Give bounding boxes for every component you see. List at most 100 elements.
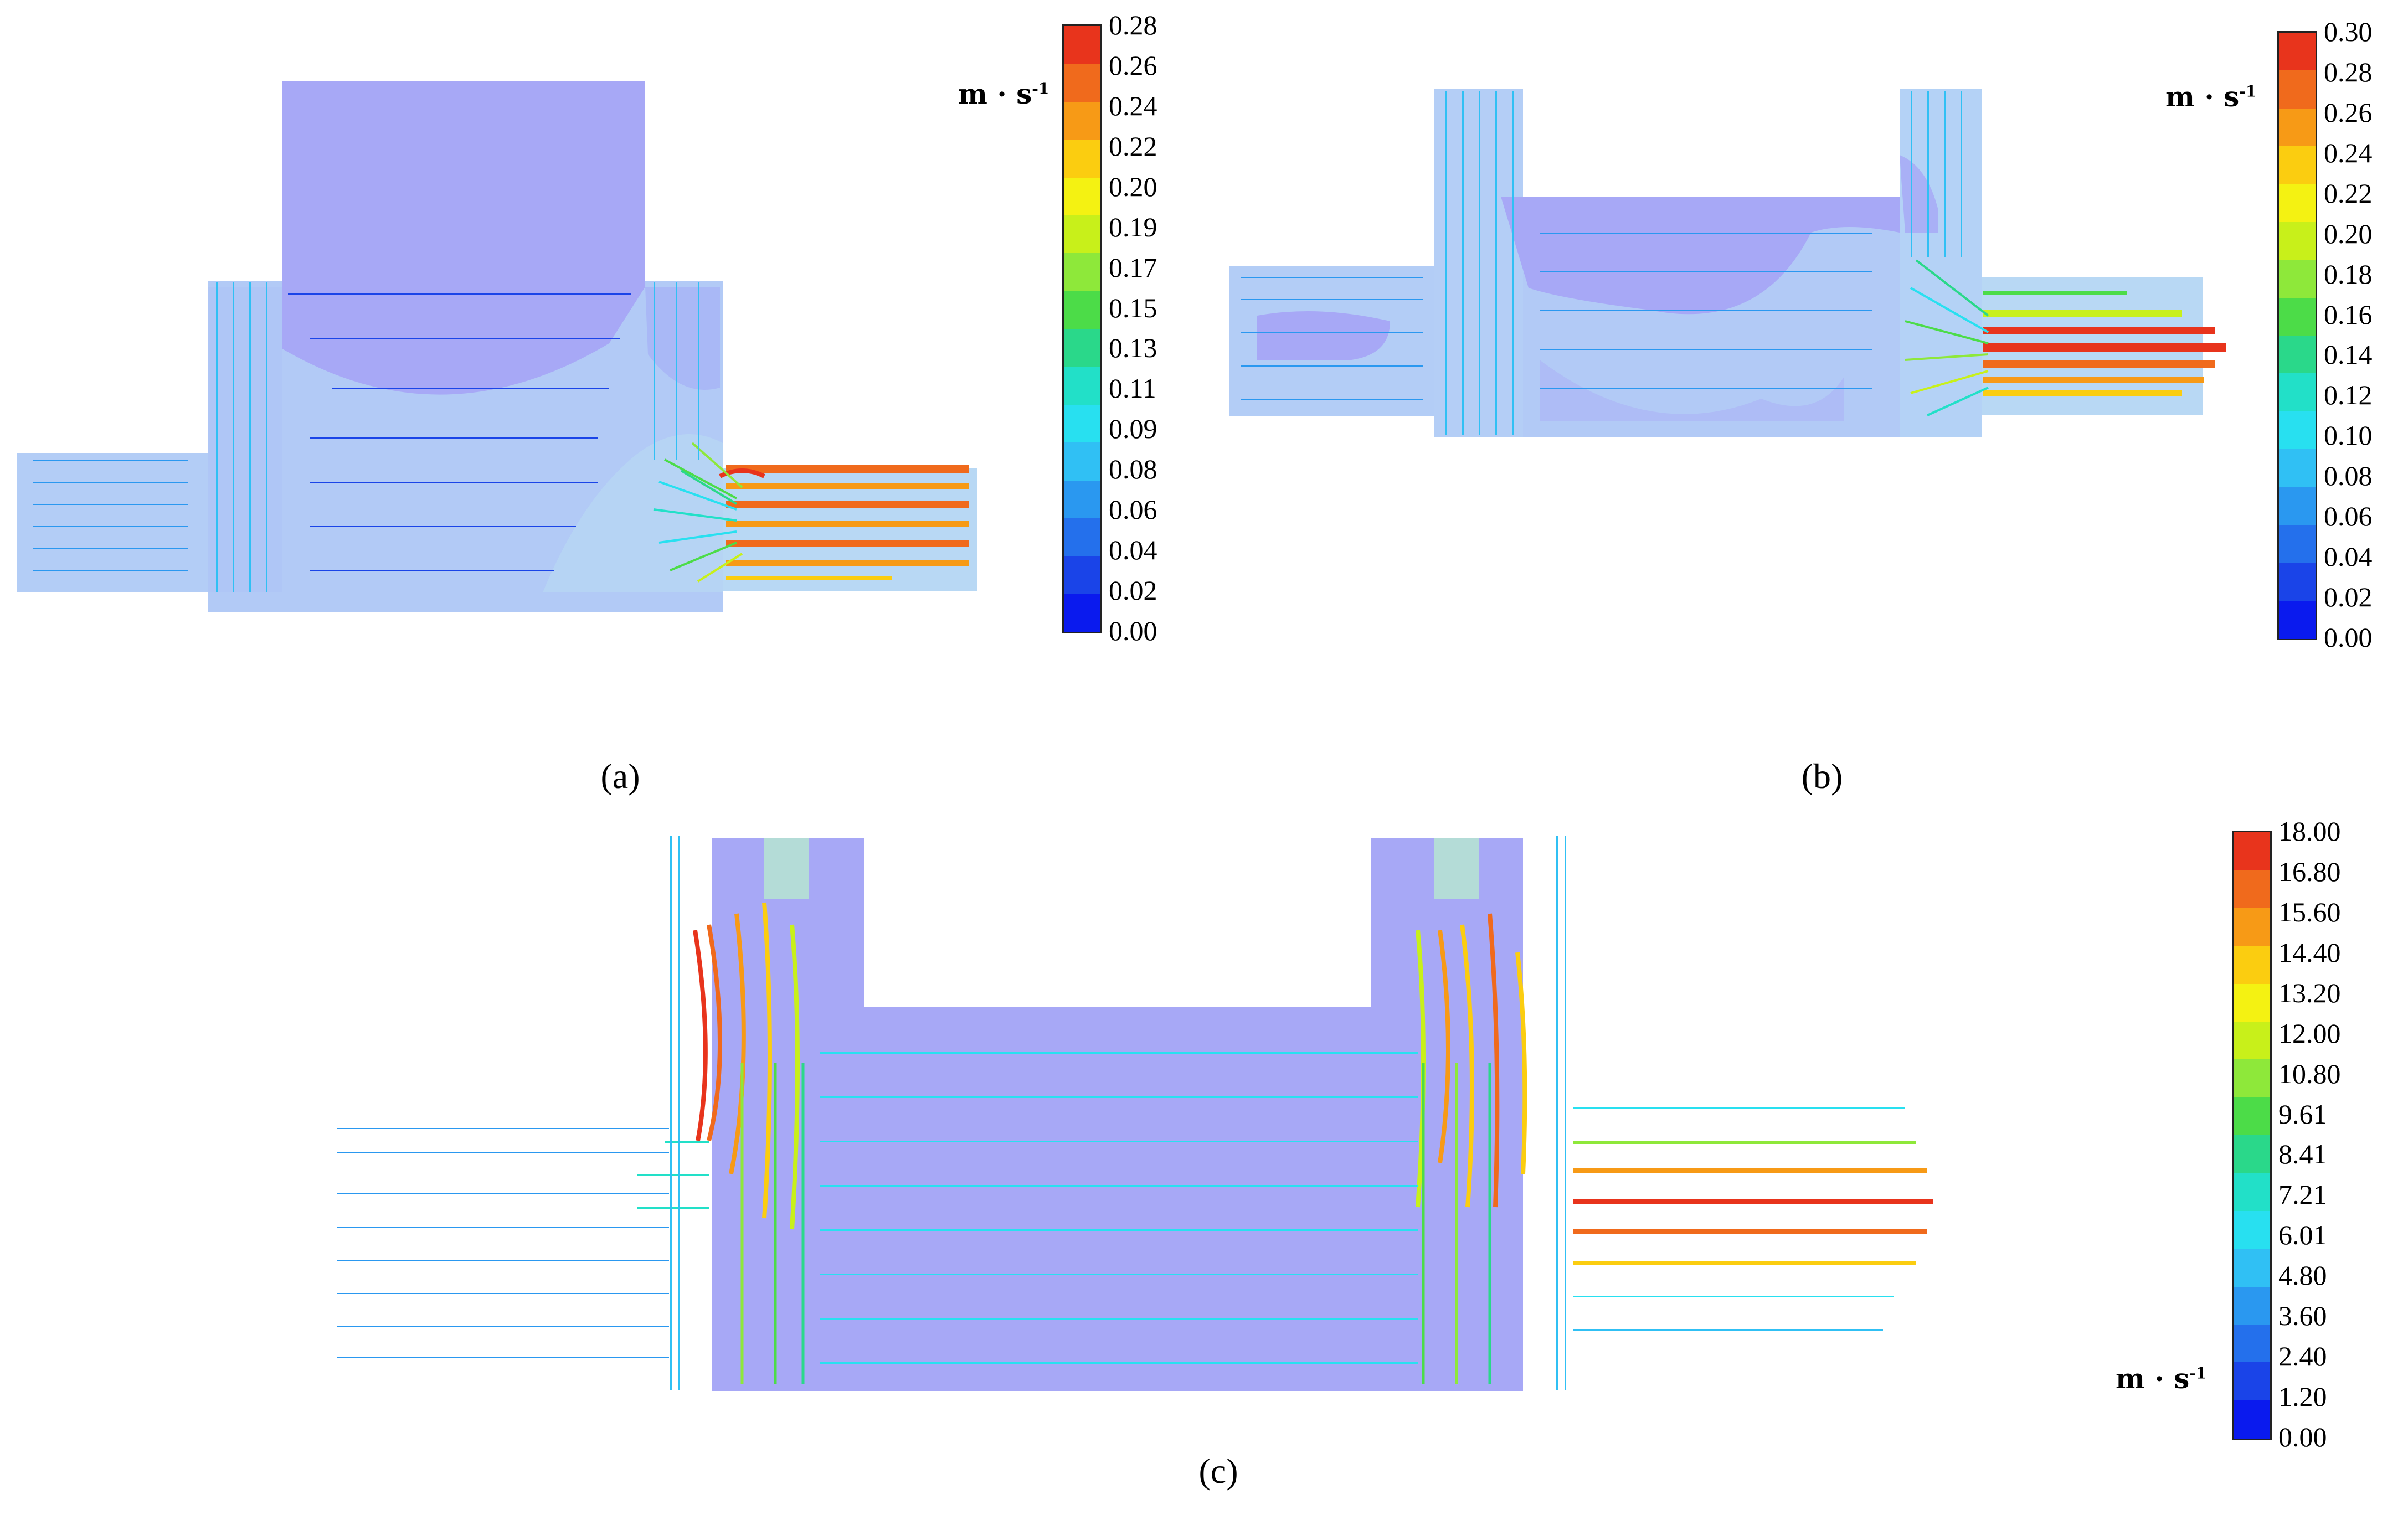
colorbar-segment (2234, 1097, 2270, 1136)
colorbar-tick-label: 0.12 (2324, 379, 2373, 411)
colorbar-segment (2279, 221, 2316, 261)
colorbar-a (1062, 24, 1102, 633)
colorbar-segment (1064, 329, 1100, 368)
colorbar-segment (1064, 556, 1100, 595)
colorbar-tick-label: 0.06 (2324, 501, 2373, 532)
colorbar-segment (2234, 1021, 2270, 1060)
colorbar-segment (2279, 449, 2316, 488)
colorbar-segment (1064, 26, 1100, 65)
colorbar-tick-label: 0.28 (2324, 56, 2373, 87)
colorbar-tick-label: 0.17 (1109, 251, 1157, 283)
panel-a: 0.28 0.26 0.24 0.22 0.20 0.19 0.17 0.15 0.13 0.11… (0, 0, 1207, 796)
colorbar-tick-label: 0.06 (1109, 494, 1157, 525)
colorbar-segment (2234, 1400, 2270, 1439)
colorbar-tick-label: 4.80 (2278, 1260, 2327, 1291)
caption-a: (a) (600, 756, 640, 796)
colorbar-tick-label: 0.00 (2278, 1421, 2327, 1452)
colorbar-b (2277, 31, 2317, 640)
colorbar-tick-label: 15.60 (2278, 896, 2341, 927)
colorbar-segment (2279, 70, 2316, 109)
colorbar-tick-label: 2.40 (2278, 1341, 2327, 1372)
panel-c: 18.00 16.80 15.60 14.40 13.20 12.00 10.80 9.61 8… (0, 786, 2408, 1515)
colorbar-tick-label: 0.24 (2324, 137, 2373, 168)
caption-b: (b) (1801, 756, 1843, 796)
colorbar-tick-label: 13.20 (2278, 977, 2341, 1008)
colorbar-segment (2279, 524, 2316, 564)
colorbar-segment (2279, 487, 2316, 525)
colorbar-segment (2234, 1286, 2270, 1325)
colorbar-c (2232, 831, 2272, 1440)
colorbar-segment (1064, 442, 1100, 481)
colorbar-segment (2279, 411, 2316, 450)
colorbar-segment (1064, 253, 1100, 292)
colorbar-segment (1064, 101, 1100, 141)
colorbar-segment (1064, 64, 1100, 102)
colorbar-tick-label: 0.09 (1109, 413, 1157, 445)
colorbar-segment (2234, 832, 2270, 871)
colorbar-segment (2234, 1249, 2270, 1287)
colorbar-tick-label: 10.80 (2278, 1058, 2341, 1089)
colorbar-tick-label: 0.22 (2324, 177, 2373, 209)
unit-label-c: m · s-1 (2116, 1362, 2207, 1395)
colorbar-segment (2234, 1210, 2270, 1250)
colorbar-segment (2279, 184, 2316, 223)
colorbar-segment (2234, 1173, 2270, 1212)
colorbar-tick-label: 0.16 (2324, 298, 2373, 330)
colorbar-segment (1064, 367, 1100, 405)
flow-field-a (17, 81, 977, 612)
unit-label-b: m · s-1 (2165, 80, 2257, 113)
jet-lines-b (1983, 291, 2226, 396)
flow-field-b (1229, 89, 2226, 437)
colorbar-segment (2279, 260, 2316, 298)
colorbar-tick-label: 0.02 (1109, 575, 1157, 606)
colorbar-segment (2234, 946, 2270, 985)
colorbar-tick-label: 9.61 (2278, 1098, 2327, 1130)
colorbar-tick-label: 0.24 (1109, 90, 1157, 121)
colorbar-tick-label: 0.11 (1109, 373, 1156, 404)
colorbar-segment (2234, 1135, 2270, 1174)
colorbar-tick-label: 0.00 (2324, 622, 2373, 653)
colorbar-tick-label: 6.01 (2278, 1219, 2327, 1251)
colorbar-tick-label: 0.04 (1109, 534, 1157, 566)
colorbar-tick-label: 0.28 (1109, 9, 1157, 40)
caption-c: (c) (1198, 1451, 1238, 1491)
colorbar-tick-label: 0.22 (1109, 130, 1157, 162)
colorbar-tick-label: 3.60 (2278, 1300, 2327, 1332)
colorbar-segment (2279, 563, 2316, 601)
colorbar-segment (2279, 373, 2316, 412)
colorbar-tick-label: 0.04 (2324, 541, 2373, 573)
colorbar-tick-label: 0.13 (1109, 332, 1157, 364)
colorbar-tick-label: 0.15 (1109, 292, 1157, 323)
colorbar-segment (2234, 1324, 2270, 1363)
colorbar-tick-label: 0.14 (2324, 339, 2373, 370)
colorbar-tick-label: 0.08 (1109, 454, 1157, 485)
colorbar-tick-label: 16.80 (2278, 856, 2341, 887)
colorbar-tick-label: 12.00 (2278, 1017, 2341, 1049)
colorbar-segment (2279, 336, 2316, 374)
flow-field-c (337, 836, 1933, 1391)
colorbar-segment (2234, 870, 2270, 909)
colorbar-tick-label: 0.02 (2324, 581, 2373, 613)
colorbar-segment (2279, 108, 2316, 147)
jet-lines-a (719, 465, 969, 580)
colorbar-segment (2234, 983, 2270, 1022)
colorbar-segment (1064, 404, 1100, 444)
colorbar-tick-label: 0.20 (2324, 218, 2373, 249)
colorbar-segment (1064, 215, 1100, 254)
colorbar-tick-label: 0.26 (2324, 96, 2373, 128)
colorbar-tick-label: 0.20 (1109, 171, 1157, 202)
colorbar-tick-label: 0.00 (1109, 615, 1157, 646)
colorbar-tick-label: 0.26 (1109, 49, 1157, 81)
colorbar-segment (1064, 140, 1100, 178)
colorbar-tick-label: 0.18 (2324, 258, 2373, 290)
colorbar-segment (1064, 480, 1100, 519)
jet-lines-c (1573, 1107, 1933, 1331)
colorbar-tick-label: 0.10 (2324, 420, 2373, 451)
colorbar-segment (2234, 908, 2270, 947)
colorbar-segment (2279, 297, 2316, 336)
colorbar-segment (2279, 600, 2316, 639)
colorbar-segment (2234, 1059, 2270, 1098)
colorbar-segment (1064, 291, 1100, 329)
colorbar-tick-label: 1.20 (2278, 1381, 2327, 1413)
colorbar-tick-label: 0.30 (2324, 16, 2373, 47)
